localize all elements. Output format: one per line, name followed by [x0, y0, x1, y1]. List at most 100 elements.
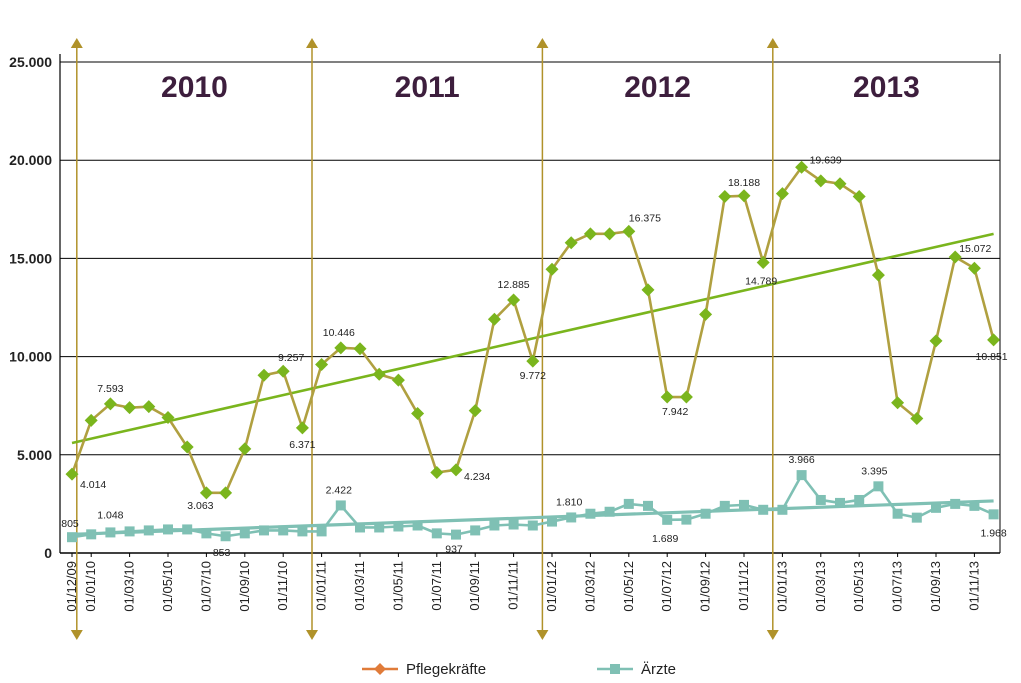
x-tick-label-18: 01/11/12: [736, 561, 751, 611]
point-0-47: [967, 261, 981, 275]
point-1-28: [604, 506, 615, 517]
x-tick-label-1: 01/01/10: [83, 561, 98, 612]
point-1-7: [201, 528, 212, 539]
point-1-33: [700, 508, 711, 519]
arrow-down-icon: [536, 630, 549, 640]
trend-line-0: [71, 232, 994, 445]
data-label-0-46: 15.072: [959, 243, 991, 255]
point-1-3: [124, 526, 135, 537]
data-label-0-11: 9.257: [278, 352, 304, 364]
point-0-14: [334, 341, 348, 355]
point-1-18: [412, 520, 423, 531]
x-tick-label-11: 01/09/11: [467, 561, 482, 611]
data-label-0-23: 12.885: [498, 279, 530, 291]
point-1-2: [105, 527, 116, 538]
point-1-0: [67, 532, 77, 543]
x-tick-label-3: 01/05/10: [160, 561, 175, 612]
data-series: [65, 160, 1001, 543]
point-0-35: [737, 189, 751, 203]
x-tick-label-5: 01/09/10: [237, 561, 252, 612]
x-tick-label-4: 01/07/10: [198, 561, 213, 612]
data-label-1-26: 1.810: [556, 496, 582, 508]
x-tick-label-6: 01/11/10: [275, 561, 290, 611]
point-0-46: [948, 250, 962, 264]
point-1-23: [508, 519, 519, 530]
arrow-down-icon: [306, 630, 318, 640]
x-tick-label-17: 01/09/12: [698, 561, 713, 612]
x-tick-label-9: 01/05/11: [390, 561, 405, 611]
x-axis: 01/12/09 01/01/10 01/03/10 01/05/10 01/07/10…: [64, 553, 981, 612]
data-label-0-48: 10.851: [976, 351, 1008, 363]
data-label-1-2: 1.048: [97, 509, 123, 521]
point-0-7: [199, 486, 213, 500]
x-tick-label-10: 01/07/11: [429, 561, 444, 611]
legend-square-icon: [610, 664, 620, 674]
x-tick-label-20: 01/03/13: [813, 561, 828, 612]
data-label-1-42: 3.395: [861, 465, 887, 477]
point-0-23: [507, 293, 521, 307]
data-label-0-38: 19.639: [810, 154, 842, 166]
data-label-0-24: 9.772: [520, 370, 546, 382]
x-tick-label-24: 01/11/13: [966, 561, 981, 611]
point-1-47: [969, 500, 980, 511]
point-0-45: [929, 334, 943, 348]
data-label-0-20: 4.234: [464, 471, 490, 483]
data-label-0-7: 3.063: [187, 500, 213, 512]
point-0-20: [449, 463, 463, 477]
point-0-6: [180, 440, 194, 454]
x-tick-label-16: 01/07/12: [659, 561, 674, 612]
year-label-2: 2012: [624, 71, 691, 104]
legend-diamond-icon: [374, 663, 386, 675]
point-0-27: [583, 227, 597, 241]
data-label-1-31: 1.689: [652, 533, 678, 545]
point-0-25: [545, 262, 559, 276]
point-1-35: [739, 499, 749, 510]
point-1-21: [470, 525, 481, 536]
point-1-45: [931, 502, 941, 513]
point-0-39: [814, 174, 828, 188]
point-1-16: [374, 522, 385, 533]
data-label-0-35: 18.188: [728, 177, 760, 189]
point-1-12: [297, 526, 308, 537]
point-1-44: [911, 512, 922, 523]
arrow-up-icon: [70, 38, 83, 48]
point-0-30: [641, 283, 655, 297]
point-0-40: [833, 177, 847, 191]
y-tick-label-3: 15.000: [9, 250, 52, 266]
point-0-22: [487, 312, 501, 326]
point-1-48: [988, 509, 999, 520]
data-label-0-2: 7.593: [97, 383, 123, 395]
point-0-4: [142, 400, 156, 414]
point-0-9: [238, 442, 252, 456]
legend-label-0: Pflegekräfte: [406, 661, 486, 678]
x-tick-label-22: 01/07/13: [890, 561, 905, 612]
point-1-26: [566, 512, 577, 523]
point-0-1: [84, 413, 98, 427]
point-1-4: [143, 525, 154, 536]
x-tick-label-0: 01/12/09: [64, 561, 79, 612]
x-tick-label-7: 01/01/11: [314, 561, 329, 611]
point-1-30: [643, 500, 653, 511]
data-label-1-20: 937: [445, 544, 463, 556]
point-0-17: [391, 373, 405, 387]
point-0-11: [276, 364, 290, 378]
x-tick-label-23: 01/09/13: [928, 561, 943, 612]
point-0-28: [603, 227, 617, 241]
trend-lines: [71, 232, 994, 536]
x-tick-label-19: 01/01/13: [774, 561, 789, 612]
point-1-10: [259, 525, 269, 536]
point-0-48: [987, 333, 1001, 347]
point-1-42: [873, 481, 884, 492]
data-label-1-48: 1.968: [980, 527, 1006, 539]
point-1-25: [547, 516, 557, 527]
point-1-15: [355, 522, 365, 533]
data-label-1-38: 3.966: [788, 454, 814, 466]
point-1-8: [220, 531, 231, 542]
data-labels: 4.014 7.593 3.063 9.257 6.371 10.446 4.234 12.8…: [61, 154, 1008, 559]
point-0-5: [161, 410, 175, 424]
point-0-31: [660, 390, 674, 404]
x-tick-label-12: 01/11/11: [506, 561, 521, 610]
point-0-41: [852, 190, 866, 204]
point-1-40: [835, 497, 845, 508]
